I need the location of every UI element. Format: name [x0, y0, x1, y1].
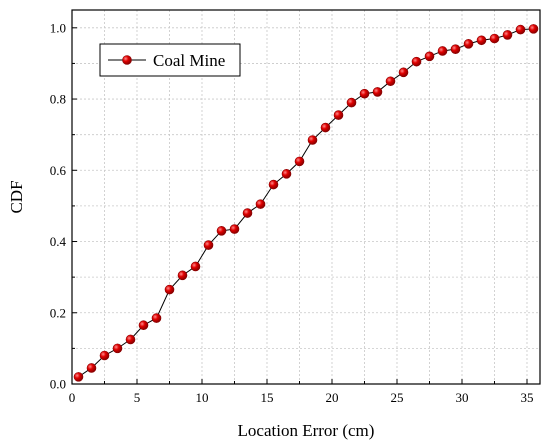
data-point [86, 363, 97, 373]
data-point [359, 88, 370, 99]
data-point [372, 87, 383, 97]
x-tick-label: 30 [456, 390, 469, 405]
data-point [346, 97, 357, 108]
data-point [463, 39, 474, 49]
y-tick-label: 1.0 [50, 20, 66, 35]
data-point [190, 261, 201, 272]
data-point [476, 35, 487, 46]
data-point [450, 44, 461, 54]
data-point [242, 208, 253, 218]
grid-lines [72, 10, 540, 384]
y-tick-label: 0.2 [50, 305, 66, 320]
y-axis-title: CDF [7, 180, 26, 213]
data-point [73, 372, 84, 382]
data-point [151, 313, 162, 323]
data-point [515, 24, 526, 35]
x-tick-label: 10 [196, 390, 209, 405]
y-tick-label: 0.0 [50, 377, 66, 392]
data-point [489, 33, 500, 44]
data-point [268, 179, 279, 190]
x-tick-label: 5 [134, 390, 141, 405]
data-point [320, 122, 331, 133]
legend-marker-sample [122, 55, 132, 65]
data-point [385, 76, 396, 87]
y-tick-label: 0.4 [50, 234, 67, 249]
data-point [177, 270, 188, 281]
data-point [398, 67, 409, 78]
data-point [112, 343, 123, 354]
data-point [99, 350, 110, 361]
legend: Coal Mine [99, 43, 241, 77]
data-point [203, 240, 214, 250]
y-tick-label: 0.8 [50, 92, 66, 107]
series-coal-mine [73, 24, 539, 382]
data-point [528, 24, 539, 34]
data-point [229, 224, 240, 234]
data-point [294, 156, 305, 167]
x-tick-label: 35 [521, 390, 534, 405]
x-tick-label: 20 [326, 390, 339, 405]
data-point [424, 51, 435, 62]
plot-area-frame [71, 9, 541, 385]
data-point [138, 320, 149, 331]
data-point [502, 30, 513, 40]
data-point [125, 334, 136, 345]
data-point [255, 199, 266, 209]
data-point [437, 46, 448, 56]
data-point [307, 135, 318, 145]
x-tick-label: 25 [391, 390, 404, 405]
data-point [164, 284, 175, 295]
data-point [333, 110, 344, 120]
x-tick-label: 0 [69, 390, 76, 405]
data-point [411, 56, 422, 67]
x-tick-label: 15 [261, 390, 274, 405]
data-point [281, 169, 292, 179]
data-point [216, 226, 227, 236]
legend-label: Coal Mine [153, 51, 225, 70]
y-tick-label: 0.6 [50, 163, 67, 178]
x-axis-title: Location Error (cm) [238, 421, 375, 440]
axis-ticks: 0 5 10 15 20 25 30 35 0.0 0.2 0.4 0.6 0.8 1.0 [50, 20, 534, 405]
